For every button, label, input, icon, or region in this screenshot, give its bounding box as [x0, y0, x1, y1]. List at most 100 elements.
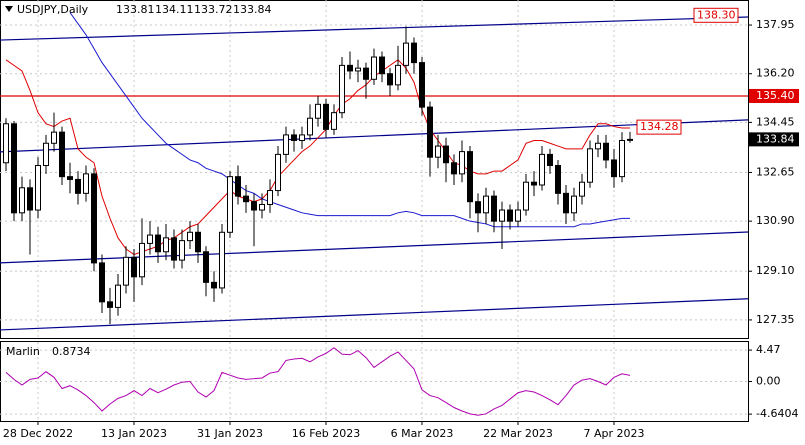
candle-body — [219, 231, 225, 289]
candle-body — [51, 131, 57, 144]
indicator-value: 0.8734 — [52, 345, 91, 358]
candle-body — [315, 103, 321, 119]
candle-body — [579, 181, 585, 197]
candle-body — [275, 153, 281, 192]
candle-body — [547, 153, 553, 167]
candle-body — [75, 178, 81, 194]
y-tick-label: 130.90 — [756, 214, 795, 227]
candle-body — [603, 142, 609, 161]
indicator-line — [5, 347, 631, 416]
candle-body — [283, 134, 289, 155]
candle-body — [387, 73, 393, 86]
candle-body — [99, 262, 105, 303]
candle-body — [59, 131, 65, 178]
x-tick-label: 13 Jan 2023 — [101, 427, 167, 440]
candle-body — [235, 176, 241, 197]
candle-body — [331, 112, 337, 130]
candle-body — [259, 203, 265, 211]
candle-body — [139, 242, 145, 278]
candle-body — [91, 173, 97, 264]
candle-body — [19, 187, 25, 214]
price-mark-label: 134.28 — [640, 120, 679, 133]
y-tick-label: 136.20 — [756, 67, 795, 80]
candle-body — [587, 148, 593, 183]
candle-body — [619, 139, 625, 178]
candle-body — [147, 234, 153, 244]
candle-body — [627, 138, 633, 141]
candle-body — [507, 209, 513, 222]
y-tick-label: 4.47 — [756, 343, 781, 356]
trend-line — [0, 119, 749, 153]
candle-body — [299, 134, 305, 141]
trend-line — [0, 298, 749, 331]
candle-body — [3, 123, 9, 164]
candle-body — [131, 256, 137, 278]
candle-body — [83, 173, 89, 194]
x-tick-label: 31 Jan 2023 — [197, 427, 263, 440]
ma-line — [5, 59, 630, 256]
candle-body — [339, 64, 345, 114]
header-close: 133.84 — [233, 3, 272, 16]
x-tick-label: 16 Feb 2023 — [292, 427, 360, 440]
candle-body — [35, 165, 41, 211]
candle-body — [195, 231, 201, 253]
x-tick-label: 22 Mar 2023 — [483, 427, 553, 440]
menu-triangle — [5, 6, 13, 12]
symbol: USDJPY,Daily — [17, 3, 89, 16]
candle-body — [523, 181, 529, 211]
candle-body — [203, 251, 209, 283]
candle-body — [395, 64, 401, 86]
y-tick-label: 134.45 — [756, 115, 795, 128]
candle-body — [291, 134, 297, 141]
candle-body — [443, 145, 449, 164]
header-open: 133.81 — [116, 3, 155, 16]
candle-body — [475, 201, 481, 214]
y-tick-label: 129.10 — [756, 264, 795, 277]
candle-body — [427, 106, 433, 158]
header-high: 134.11 — [155, 3, 194, 16]
y-tick-label: 127.35 — [756, 313, 795, 326]
candle-body — [483, 195, 489, 214]
price-mark-label: 138.30 — [697, 8, 736, 21]
candle-body — [211, 281, 217, 289]
candle-body — [355, 67, 361, 72]
candle-body — [411, 42, 417, 64]
candle-body — [595, 142, 601, 150]
price-mark-box — [636, 119, 682, 135]
candle-body — [515, 209, 521, 222]
header-low: 133.72 — [194, 3, 233, 16]
candle-body — [323, 103, 329, 130]
x-tick-label: 6 Mar 2023 — [391, 427, 454, 440]
y-tick-label: -4.6404 — [756, 407, 798, 420]
candle-body — [467, 151, 473, 203]
candle-body — [267, 190, 273, 205]
candle-body — [563, 192, 569, 214]
candle-body — [227, 176, 233, 233]
candle-body — [459, 151, 465, 175]
candle-body — [27, 187, 33, 211]
candle-body — [491, 195, 497, 222]
level-box — [749, 88, 799, 103]
candle-body — [347, 64, 353, 72]
y-tick-label: 0.00 — [756, 375, 781, 388]
candle-body — [419, 62, 425, 108]
candle-body — [531, 181, 537, 186]
candle-body — [155, 234, 161, 253]
indicator-name: Marlin — [6, 345, 40, 358]
x-tick-label: 28 Dec 2022 — [3, 427, 73, 440]
candle-body — [243, 195, 249, 203]
candle-body — [163, 237, 169, 253]
candle-body — [251, 201, 257, 211]
candle-body — [611, 159, 617, 178]
candle-body — [379, 56, 385, 75]
candle-body — [179, 240, 185, 261]
candle-body — [403, 42, 409, 66]
trend-line — [0, 16, 749, 41]
candle-body — [187, 231, 193, 242]
candle-body — [67, 176, 73, 180]
candle-body — [123, 256, 129, 286]
candle-body — [115, 284, 121, 308]
candle-body — [451, 162, 457, 175]
